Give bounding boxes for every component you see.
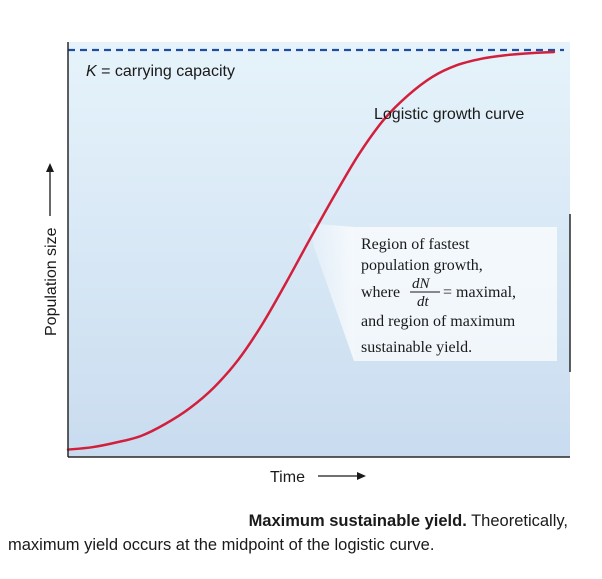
carrying-capacity-label: K = carrying capacity (86, 63, 235, 80)
figure-caption: Maximum sustainable yield. Theoretically… (8, 509, 568, 557)
logistic-growth-curve (66, 50, 556, 451)
caption-title: Maximum sustainable yield. (248, 512, 467, 530)
caption-line-2: maximum yield occurs at the midpoint of … (8, 536, 435, 554)
callout-box (354, 227, 557, 361)
x-axis-label: Time (270, 469, 305, 486)
caption-text: Theoretically, (466, 512, 568, 530)
y-axis-label: Population size (43, 227, 60, 336)
callout-line-1: Region of fastest (361, 236, 470, 253)
fraction-numerator: dN (412, 276, 431, 292)
chart: K = carrying capacity Logistic growth cu… (43, 42, 571, 486)
callout-line-5: sustainable yield. (361, 339, 472, 356)
curve-label: Logistic growth curve (374, 106, 524, 123)
callout-line-4: and region of maximum (361, 313, 516, 330)
callout-highlight (309, 223, 354, 361)
y-axis-arrowhead-icon (46, 163, 54, 172)
fraction-denominator: dt (417, 294, 430, 310)
callout-where: where (361, 284, 400, 301)
callout-equals: = maximal, (443, 284, 516, 301)
callout-line-2: population growth, (361, 257, 483, 274)
x-axis-arrowhead-icon (357, 472, 366, 480)
